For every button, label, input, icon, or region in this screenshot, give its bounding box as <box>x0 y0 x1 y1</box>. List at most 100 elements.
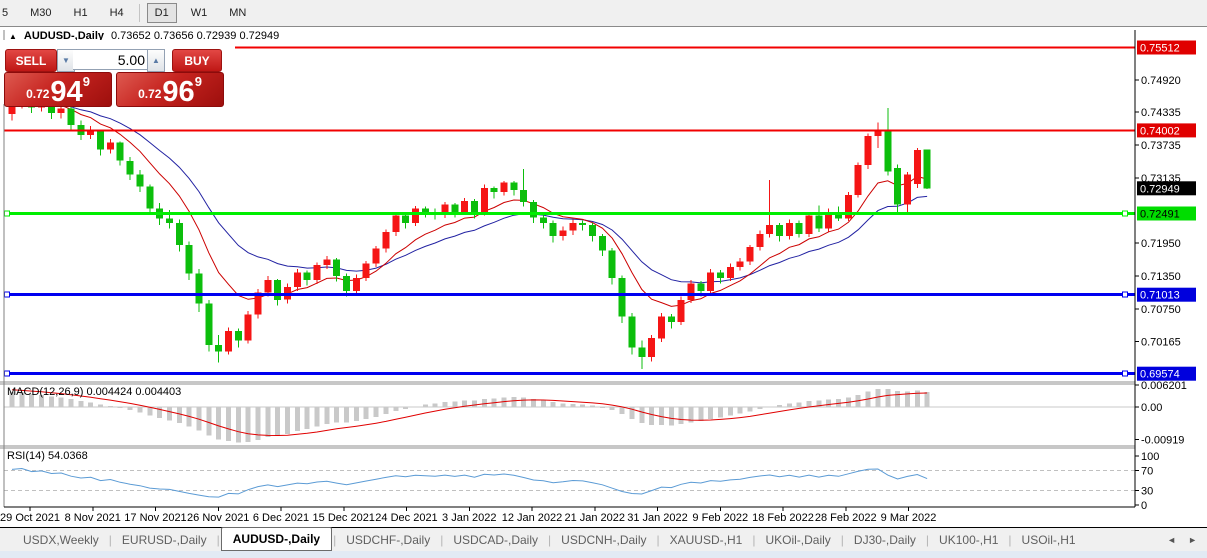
sell-button[interactable]: SELL <box>5 49 57 72</box>
tab-uk100-h1[interactable]: UK100-,H1 <box>939 533 999 547</box>
hline-handle[interactable] <box>4 291 10 298</box>
macd-bar <box>501 397 507 407</box>
hline-handle[interactable] <box>1122 370 1128 377</box>
hline-handle[interactable] <box>1122 210 1128 217</box>
candle-body <box>766 225 774 234</box>
hline-0.72491[interactable] <box>4 210 1135 217</box>
candle-body <box>382 232 390 249</box>
macd-bar <box>324 407 330 424</box>
level-badge-0.72491-text: 0.72491 <box>1140 209 1180 221</box>
hline-0.69574[interactable] <box>4 370 1135 377</box>
tab-separator: | <box>333 533 337 547</box>
candle-body <box>913 149 921 184</box>
candle-body <box>441 204 449 214</box>
current-price-badge-text: 0.72949 <box>1140 183 1180 195</box>
macd-bar <box>68 399 74 407</box>
macd-bar <box>403 407 409 409</box>
candle-body <box>776 225 784 237</box>
price-tick-label: 0.74335 <box>1141 107 1181 119</box>
scroll-right-icon[interactable]: ► <box>1188 535 1197 545</box>
scroll-left-icon[interactable]: ◄ <box>1167 535 1177 545</box>
chart-canvas: MACD(12,26,9) 0.004424 0.004403 RSI(14) 5… <box>0 30 1196 524</box>
timeframe-button-mn[interactable]: MN <box>229 7 247 19</box>
candle-body <box>254 292 262 315</box>
macd-bar <box>9 392 15 407</box>
tab-separator: | <box>108 533 112 547</box>
macd-bar <box>747 407 753 412</box>
date-label: 9 Mar 2022 <box>881 512 937 524</box>
macd-bar <box>875 389 881 407</box>
tab-usdcnh-daily[interactable]: USDCNH-,Daily <box>561 533 647 547</box>
candle-body <box>579 222 587 226</box>
hline-0.71013[interactable] <box>4 291 1135 298</box>
macd-bar <box>58 397 64 407</box>
tab-usdcad-daily[interactable]: USDCAD-,Daily <box>453 533 539 547</box>
timeframe-button-d1[interactable]: D1 <box>146 3 177 23</box>
candle-body <box>97 130 105 150</box>
timeframe-button-5[interactable]: 5 <box>2 7 9 19</box>
candle-body <box>451 204 459 212</box>
macd-bar <box>412 406 418 408</box>
buy-price-big: 96 <box>162 76 195 108</box>
timeframe-button-m30[interactable]: M30 <box>30 7 52 19</box>
macd-bar <box>255 407 261 440</box>
macd-bar <box>777 405 783 407</box>
current-price-badge-bg <box>1137 181 1196 196</box>
candle-body <box>510 182 518 190</box>
candle-body <box>185 244 193 274</box>
macd-bar <box>481 399 487 407</box>
hline-handle[interactable] <box>4 370 10 377</box>
buy-button[interactable]: BUY <box>172 49 222 72</box>
date-label: 8 Nov 2021 <box>65 512 121 524</box>
hline-handle[interactable] <box>1122 291 1128 298</box>
macd-bar <box>393 407 399 411</box>
tab-usdchf-daily[interactable]: USDCHF-,Daily <box>346 533 431 547</box>
level-badge-0.71013: 0.71013 <box>1137 287 1196 302</box>
candle-body <box>608 250 616 278</box>
candle-body <box>470 200 478 213</box>
macd-bar <box>796 402 802 407</box>
tab-dj30-daily[interactable]: DJ30-,Daily <box>853 533 916 547</box>
volume-increase-button[interactable]: ▲ <box>147 49 165 72</box>
tab-ukoil-daily[interactable]: UKOil-,Daily <box>765 533 831 547</box>
candle-body <box>106 142 114 150</box>
tab-xauusd-h1[interactable]: XAUUSD-,H1 <box>669 533 743 547</box>
candle-body <box>343 276 351 291</box>
buy-price-box[interactable]: 0.72 96 9 <box>116 72 224 107</box>
tab-usoil-h1[interactable]: USOil-,H1 <box>1021 533 1076 547</box>
symbol-name: AUDUSD-,Daily <box>23 30 104 42</box>
candle-body <box>146 186 154 209</box>
candle-body <box>352 277 360 291</box>
macd-bar <box>550 402 556 407</box>
macd-bar <box>147 407 153 416</box>
date-label: 21 Jan 2022 <box>564 512 625 524</box>
hline-handle[interactable] <box>4 210 10 217</box>
macd-bar <box>334 407 340 423</box>
ohlc-values: 0.73652 0.73656 0.72939 0.72949 <box>111 30 280 42</box>
price-tick-label: 0.73735 <box>1141 140 1181 152</box>
timeframe-button-w1[interactable]: W1 <box>190 7 208 19</box>
macd-bar <box>570 404 576 407</box>
macd-bar <box>816 400 822 407</box>
tab-separator: | <box>840 533 844 547</box>
tab-eurusd-daily[interactable]: EURUSD-,Daily <box>121 533 207 547</box>
candle-body <box>372 248 380 264</box>
timeframe-button-h4[interactable]: H4 <box>109 7 124 19</box>
candle-body <box>57 108 65 113</box>
macd-bar <box>432 403 438 407</box>
tab-usdx-weekly[interactable]: USDX,Weekly <box>23 533 99 547</box>
macd-bar <box>235 407 241 443</box>
sell-price-box[interactable]: 0.72 94 9 <box>4 72 112 107</box>
timeframe-button-h1[interactable]: H1 <box>73 7 88 19</box>
tab-separator: | <box>440 533 444 547</box>
tab-audusd-daily[interactable]: AUDUSD-,Daily <box>220 526 333 551</box>
date-label: 29 Oct 2021 <box>0 512 60 524</box>
volume-input[interactable] <box>73 49 149 70</box>
rsi-panel: RSI(14) 54.0368 <box>4 450 1135 498</box>
macd-bar <box>166 407 172 421</box>
macd-bar <box>225 407 231 442</box>
tab-separator: | <box>656 533 660 547</box>
candle-body <box>333 259 341 277</box>
buy-price-pip: 9 <box>194 74 202 89</box>
collapse-arrow-icon[interactable]: ▲ <box>9 31 17 41</box>
